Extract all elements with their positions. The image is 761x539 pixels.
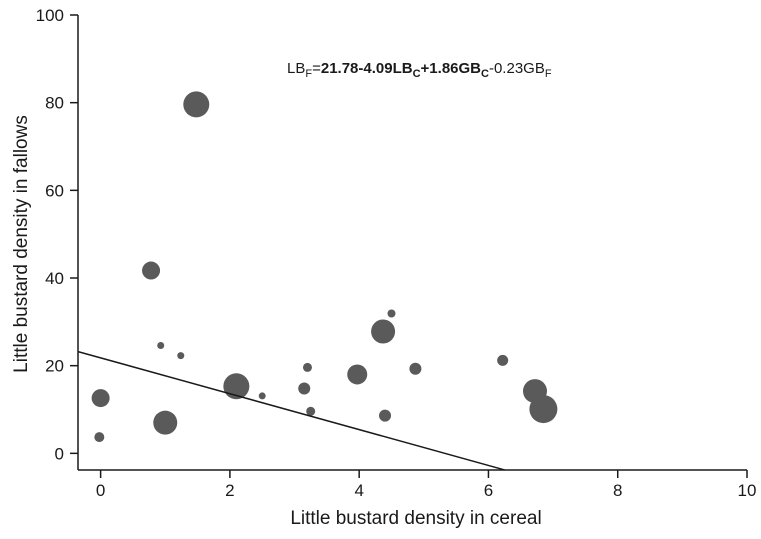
data-point xyxy=(497,354,509,366)
equation-term-3: -0.23GB xyxy=(489,60,545,77)
data-point xyxy=(223,373,250,400)
x-tick-label: 0 xyxy=(96,481,105,500)
x-tick-label: 4 xyxy=(354,481,363,500)
data-point xyxy=(142,261,161,280)
data-point xyxy=(183,91,210,118)
equation-term-2: +1.86GB xyxy=(421,60,482,77)
data-point xyxy=(387,309,396,318)
y-tick-label: 40 xyxy=(45,269,64,288)
data-point xyxy=(409,362,422,375)
equation-equals: = xyxy=(312,60,321,77)
x-axis-title: Little bustard density in cereal xyxy=(290,508,541,529)
y-axis-title: Little bustard density in fallows xyxy=(11,115,32,373)
equation-term-3-sub: F xyxy=(545,68,552,80)
data-point xyxy=(302,362,312,372)
y-tick-label: 80 xyxy=(45,94,64,113)
y-tick-label: 60 xyxy=(45,181,64,200)
y-tick-label: 0 xyxy=(55,444,64,463)
data-point xyxy=(91,389,110,408)
x-tick-label: 2 xyxy=(225,481,234,500)
y-tick-label: 20 xyxy=(45,357,64,376)
data-point xyxy=(258,392,266,400)
data-point xyxy=(379,409,392,422)
equation-term-1-sub: C xyxy=(413,68,421,80)
equation-term-1: 21.78-4.09LB xyxy=(321,60,413,77)
y-tick-label: 100 xyxy=(36,6,64,25)
data-point xyxy=(306,406,316,416)
data-point xyxy=(298,382,311,395)
data-point xyxy=(157,342,165,350)
plot-area xyxy=(77,91,558,471)
axes: 0 20 40 60 80 100 0 2 4 6 8 10 xyxy=(36,6,757,500)
x-tick-label: 10 xyxy=(738,481,757,500)
data-point xyxy=(347,364,368,385)
data-point xyxy=(153,410,178,435)
regression-line xyxy=(77,350,505,471)
equation-annotation: LBF=21.78-4.09LBC+1.86GBC-0.23GBF xyxy=(287,60,552,80)
x-tick-label: 8 xyxy=(613,481,622,500)
equation-lhs: LB xyxy=(287,60,305,77)
data-point xyxy=(94,432,105,443)
data-point xyxy=(177,352,185,360)
x-tick-label: 6 xyxy=(484,481,493,500)
equation-lhs-sub: F xyxy=(305,68,312,80)
data-point xyxy=(529,395,558,424)
data-point xyxy=(371,319,396,344)
equation-term-2-sub: C xyxy=(481,68,489,80)
